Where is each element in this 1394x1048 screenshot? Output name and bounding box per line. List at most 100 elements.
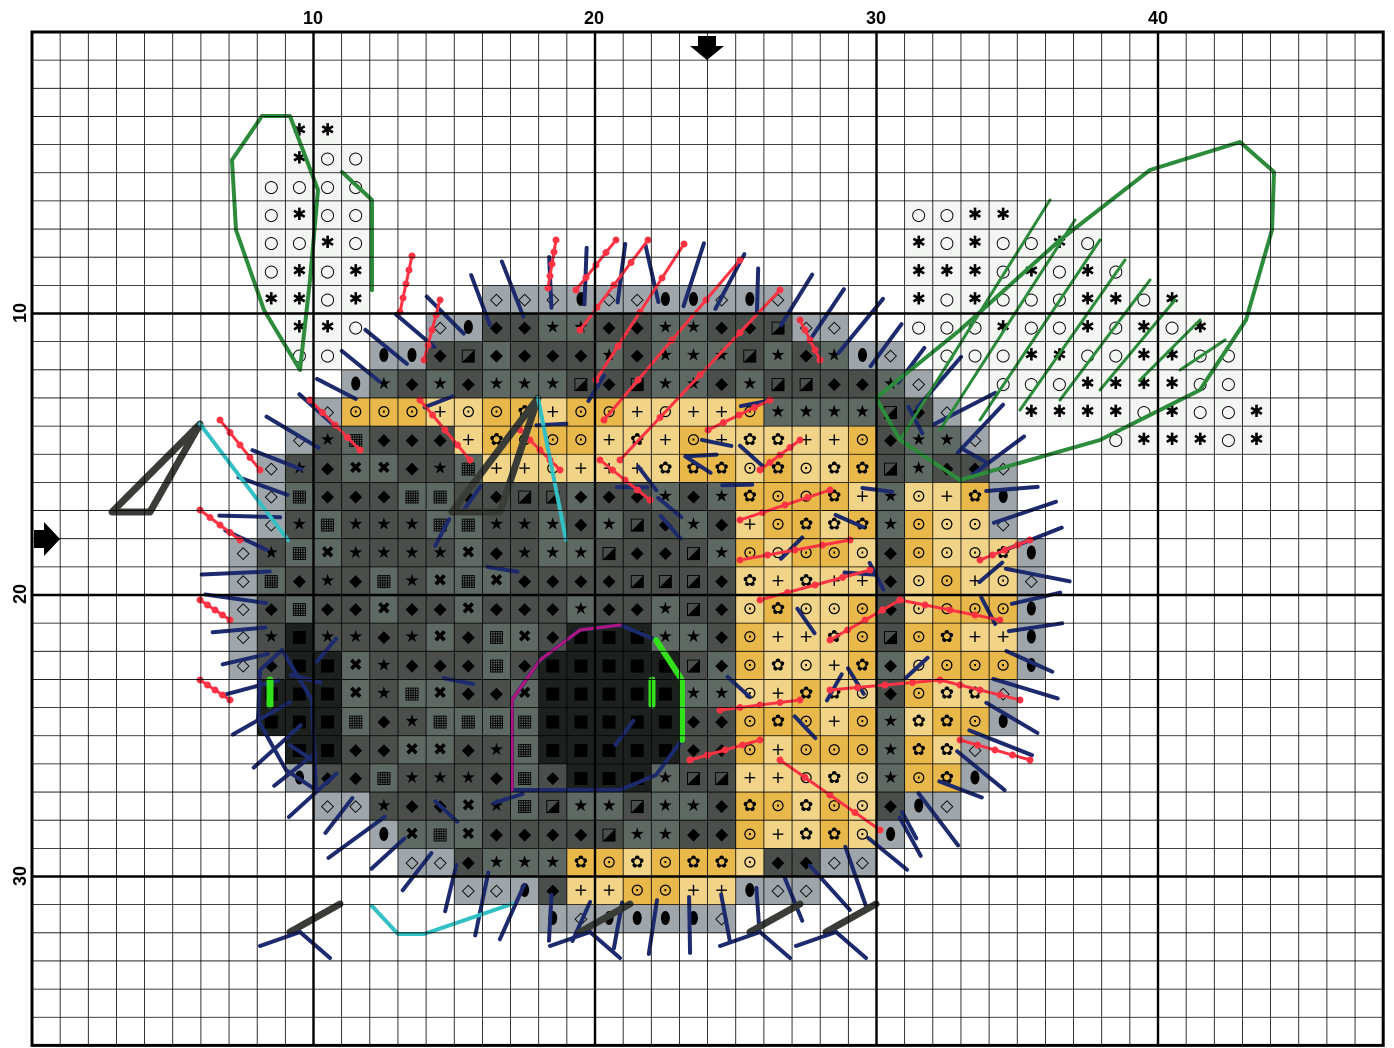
stitch-symbol: ▦ (488, 627, 504, 647)
stitch-symbol: ◆ (631, 599, 645, 619)
stitch-cell (876, 510, 905, 539)
stitch-symbol: ✖ (461, 824, 475, 844)
stitch-symbol: ▦ (404, 486, 420, 506)
foot (822, 900, 880, 936)
red-bead (424, 341, 432, 349)
wing-vein (1178, 338, 1227, 372)
stitch-cell (313, 229, 342, 258)
fur-stroke (977, 560, 1005, 585)
stitch-symbol: ★ (742, 374, 757, 394)
stitch-symbol: ★ (686, 515, 701, 535)
stitch-symbol: ◆ (603, 599, 617, 619)
stitch-symbol: + (771, 571, 785, 591)
stitch-symbol: ⊙ (743, 684, 757, 704)
stitch-symbol: ✱ (996, 318, 1010, 338)
stitch-cell (932, 257, 961, 286)
stitch-cell (566, 763, 595, 793)
stitch-symbol: ◆ (490, 599, 504, 619)
stitch-symbol: ★ (545, 852, 560, 872)
stitch-symbol: ◆ (546, 824, 560, 844)
stitch-symbol: ✖ (433, 627, 447, 647)
stitch-cell (792, 454, 821, 483)
stitch-symbol: ▦ (517, 712, 533, 732)
red-bead (612, 236, 620, 244)
red-bead (552, 236, 560, 244)
stitch-symbol: ○ (996, 233, 1011, 253)
stitch-symbol: ⬮ (660, 289, 671, 309)
stitch-symbol: + (546, 402, 560, 422)
stitch-cell (1101, 397, 1130, 427)
stitch-symbol: ◆ (462, 852, 476, 872)
stitch-cell (285, 595, 314, 624)
stitch-symbol: ⊙ (799, 458, 813, 478)
stitch-symbol: ▦ (517, 768, 533, 788)
stitch-symbol: ⊙ (968, 655, 982, 675)
stitch-symbol: ◇ (800, 881, 814, 901)
stitch-symbol: ◇ (771, 881, 785, 901)
stitch-cell (960, 566, 990, 595)
stitch-symbol: ⊙ (912, 543, 926, 563)
fur-stroke (646, 898, 660, 956)
stitch-symbol: ◆ (631, 543, 645, 563)
red-bead (1001, 546, 1009, 554)
stitch-cell (538, 679, 567, 708)
stitch-cell (679, 341, 708, 370)
stitch-cell (538, 735, 567, 764)
red-bead (976, 556, 984, 564)
stitch-symbol: ■ (573, 740, 589, 760)
stitch-symbol: ⬮ (885, 824, 896, 844)
red-bead (550, 248, 558, 256)
fur-stroke (683, 454, 713, 475)
red-bead (686, 756, 694, 764)
stitch-symbol: ✱ (968, 205, 982, 225)
stitch-symbol: ✿ (940, 627, 954, 647)
red-bead (819, 541, 826, 549)
stitch-cell (763, 341, 793, 370)
stitch-symbol: ◇ (237, 627, 251, 647)
stitch-symbol: ⊙ (743, 599, 757, 619)
stitch-symbol: ○ (1052, 374, 1067, 394)
stitch-cell (454, 426, 483, 455)
stitch-symbol: ○ (1221, 374, 1236, 394)
stitch-symbol: ◆ (265, 599, 279, 619)
stitch-cell (454, 595, 483, 624)
fur-stroke (807, 863, 852, 912)
stitch-cell (735, 707, 764, 736)
stitch-symbol: ⬮ (688, 909, 699, 929)
stitch-cell (454, 876, 483, 905)
stitch-symbol: + (630, 402, 644, 422)
stitch-symbol: ★ (461, 768, 476, 788)
stitch-symbol: ◇ (828, 318, 842, 338)
red-bead (946, 606, 954, 614)
stitch-symbol: ◆ (603, 318, 617, 338)
wing-vein (938, 218, 1077, 432)
stitch-symbol: ★ (770, 402, 785, 422)
stitch-cell (285, 707, 314, 736)
stitch-symbol: ○ (348, 318, 363, 338)
stitch-symbol: ◆ (574, 486, 588, 506)
stitch-cell (313, 566, 342, 595)
stitch-cell (341, 313, 370, 342)
stitch-cell (763, 369, 793, 398)
stitch-cell (679, 904, 708, 933)
fur-stroke (754, 266, 761, 316)
stitch-cell (454, 792, 483, 821)
top-label-10: 10 (303, 8, 323, 28)
fur-stroke (323, 796, 355, 835)
stitch-symbol: ○ (320, 289, 335, 309)
fur-stroke (1003, 566, 1072, 584)
red-bead (971, 611, 979, 619)
stitch-symbol: ✱ (1109, 289, 1123, 309)
stitch-cell (848, 735, 877, 764)
fur-stroke (424, 294, 466, 336)
stitch-symbol: + (461, 430, 475, 450)
stitch-cell (369, 679, 398, 708)
red-bead (614, 342, 622, 350)
stitch-symbol: ✱ (292, 289, 306, 309)
stitch-symbol: ◇ (884, 346, 898, 366)
fur-stroke (725, 674, 752, 700)
stitch-symbol: ■ (545, 740, 561, 760)
red-bead (989, 551, 996, 559)
stitch-cell (792, 341, 821, 370)
